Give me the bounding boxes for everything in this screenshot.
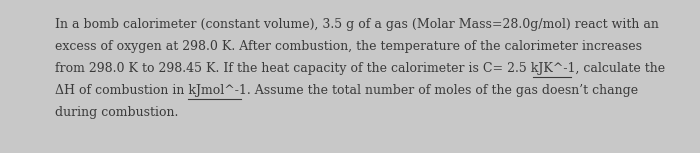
Text: during combustion.: during combustion. [55,106,178,119]
Text: excess of oxygen at 298.0 K. After combustion, the temperature of the calorimete: excess of oxygen at 298.0 K. After combu… [55,40,642,53]
Text: In a bomb calorimeter (constant volume), 3.5 g of a gas (Molar Mass=28.0g/mol) r: In a bomb calorimeter (constant volume),… [55,18,659,31]
Text: from 298.0 K to 298.45 K. If the heat capacity of the calorimeter is C= 2.5 kJK^: from 298.0 K to 298.45 K. If the heat ca… [55,62,665,75]
Text: ΔH of combustion in kJmol^-1. Assume the total number of moles of the gas doesn’: ΔH of combustion in kJmol^-1. Assume the… [55,84,638,97]
